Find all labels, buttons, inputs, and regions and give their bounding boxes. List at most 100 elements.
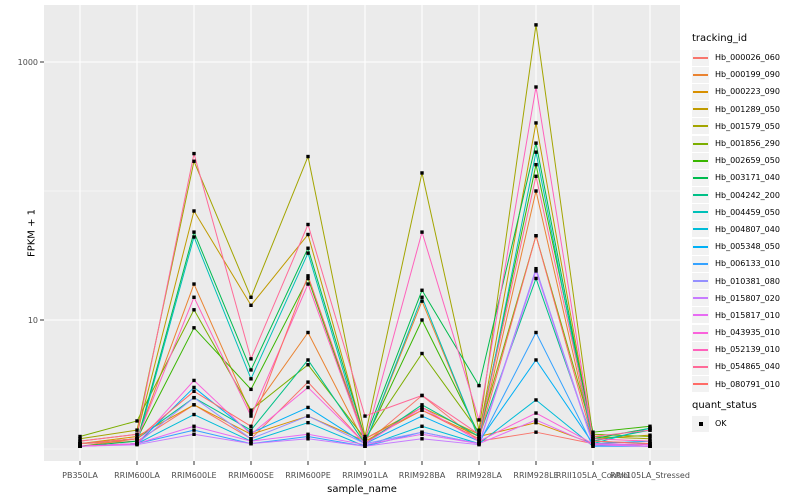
- legend-item: Hb_001289_050: [692, 101, 780, 118]
- data-point: [192, 385, 196, 390]
- legend-item-label: Hb_001579_050: [715, 121, 780, 131]
- data-point: [648, 441, 652, 446]
- line-swatch-icon: [693, 383, 708, 386]
- legend-item-label: Hb_004807_040: [715, 224, 780, 234]
- data-point: [249, 441, 253, 446]
- data-point: [363, 437, 367, 441]
- legend-title: tracking_id: [692, 33, 748, 44]
- line-swatch-icon: [693, 348, 708, 351]
- line-swatch-icon: [693, 280, 708, 283]
- data-point: [477, 439, 481, 443]
- data-point: [249, 303, 253, 308]
- legend-item: Hb_001579_050: [692, 118, 780, 135]
- line-swatch-icon: [693, 176, 708, 179]
- y-tick-label: 10: [27, 315, 38, 325]
- data-point: [306, 276, 310, 281]
- data-point: [306, 282, 310, 286]
- legend-title: quant_status: [692, 400, 757, 411]
- legend-item: Hb_006133_010: [692, 255, 780, 272]
- legend-item: Hb_004242_200: [692, 187, 780, 204]
- data-point: [249, 428, 253, 432]
- legend-item: Hb_001856_290: [692, 135, 780, 152]
- data-point: [363, 434, 367, 439]
- data-point: [591, 441, 595, 446]
- data-point: [249, 387, 253, 392]
- data-point: [477, 432, 481, 437]
- data-point: [534, 358, 538, 362]
- legend-item: Hb_015807_020: [692, 290, 780, 307]
- data-point: [306, 232, 310, 237]
- data-point: [477, 430, 481, 434]
- data-point: [78, 444, 82, 448]
- data-point: [477, 434, 481, 439]
- data-point: [249, 439, 253, 443]
- data-point: [648, 424, 652, 428]
- legend-item-label: Hb_004242_200: [715, 190, 780, 200]
- data-point: [192, 326, 196, 330]
- data-point: [534, 411, 538, 415]
- data-point: [591, 432, 595, 437]
- legend-item: Hb_054865_040: [692, 358, 780, 375]
- legend-item-label: Hb_052139_010: [715, 345, 780, 355]
- line-swatch-icon: [693, 90, 708, 93]
- data-point: [306, 154, 310, 159]
- legend-item-label: Hb_054865_040: [715, 362, 780, 372]
- data-point: [534, 85, 538, 89]
- data-point: [135, 441, 139, 446]
- data-point: [534, 189, 538, 193]
- legend-item-label: Hb_010381_080: [715, 276, 780, 286]
- line-swatch-key: [692, 101, 709, 118]
- data-point: [192, 424, 196, 428]
- legend-item: Hb_004459_050: [692, 204, 780, 221]
- data-point: [648, 439, 652, 443]
- data-point: [534, 330, 538, 335]
- data-point: [534, 269, 538, 273]
- line-swatch-key: [692, 169, 709, 186]
- data-point: [306, 380, 310, 384]
- data-point: [420, 405, 424, 410]
- y-tick-label: 1000: [17, 57, 38, 67]
- legend-item-label: Hb_001289_050: [715, 104, 780, 114]
- legend-item: Hb_010381_080: [692, 272, 780, 290]
- data-point: [306, 274, 310, 278]
- line-swatch-icon: [693, 331, 708, 334]
- legend-item: Hb_002659_050: [692, 152, 780, 169]
- legend-item-label: Hb_043935_010: [715, 328, 780, 338]
- data-point: [192, 428, 196, 432]
- black-square-icon: [698, 421, 703, 426]
- line-swatch-key: [692, 358, 709, 375]
- data-point: [192, 378, 196, 383]
- line-swatch-icon: [693, 211, 708, 214]
- legend-item: Hb_043935_010: [692, 324, 780, 341]
- data-point: [78, 437, 82, 441]
- y-axis-title: FPKM + 1: [26, 208, 38, 258]
- data-point: [591, 437, 595, 441]
- data-point: [420, 288, 424, 292]
- data-point: [591, 430, 595, 434]
- data-point: [306, 420, 310, 425]
- x-tick-label: RRIM901LA: [342, 471, 388, 480]
- line-swatch-icon: [693, 314, 708, 317]
- data-point: [420, 171, 424, 175]
- data-point: [420, 299, 424, 303]
- x-tick-label: RRII105LA_Control: [555, 471, 631, 480]
- data-point: [306, 222, 310, 227]
- line-swatch-key: [692, 255, 709, 272]
- line-swatch-icon: [693, 365, 708, 368]
- data-point: [534, 276, 538, 281]
- legend-item: Hb_003171_040: [692, 169, 780, 186]
- data-point: [420, 432, 424, 437]
- data-point: [192, 295, 196, 299]
- data-point: [192, 230, 196, 234]
- data-point: [534, 266, 538, 271]
- data-point: [192, 209, 196, 213]
- data-point: [135, 434, 139, 439]
- line-swatch-icon: [693, 125, 708, 128]
- data-point: [591, 434, 595, 439]
- point-marker-key: [692, 415, 709, 432]
- data-point: [192, 159, 196, 163]
- data-point: [192, 389, 196, 394]
- legend-item-label: Hb_080791_010: [715, 379, 780, 389]
- data-point: [534, 430, 538, 434]
